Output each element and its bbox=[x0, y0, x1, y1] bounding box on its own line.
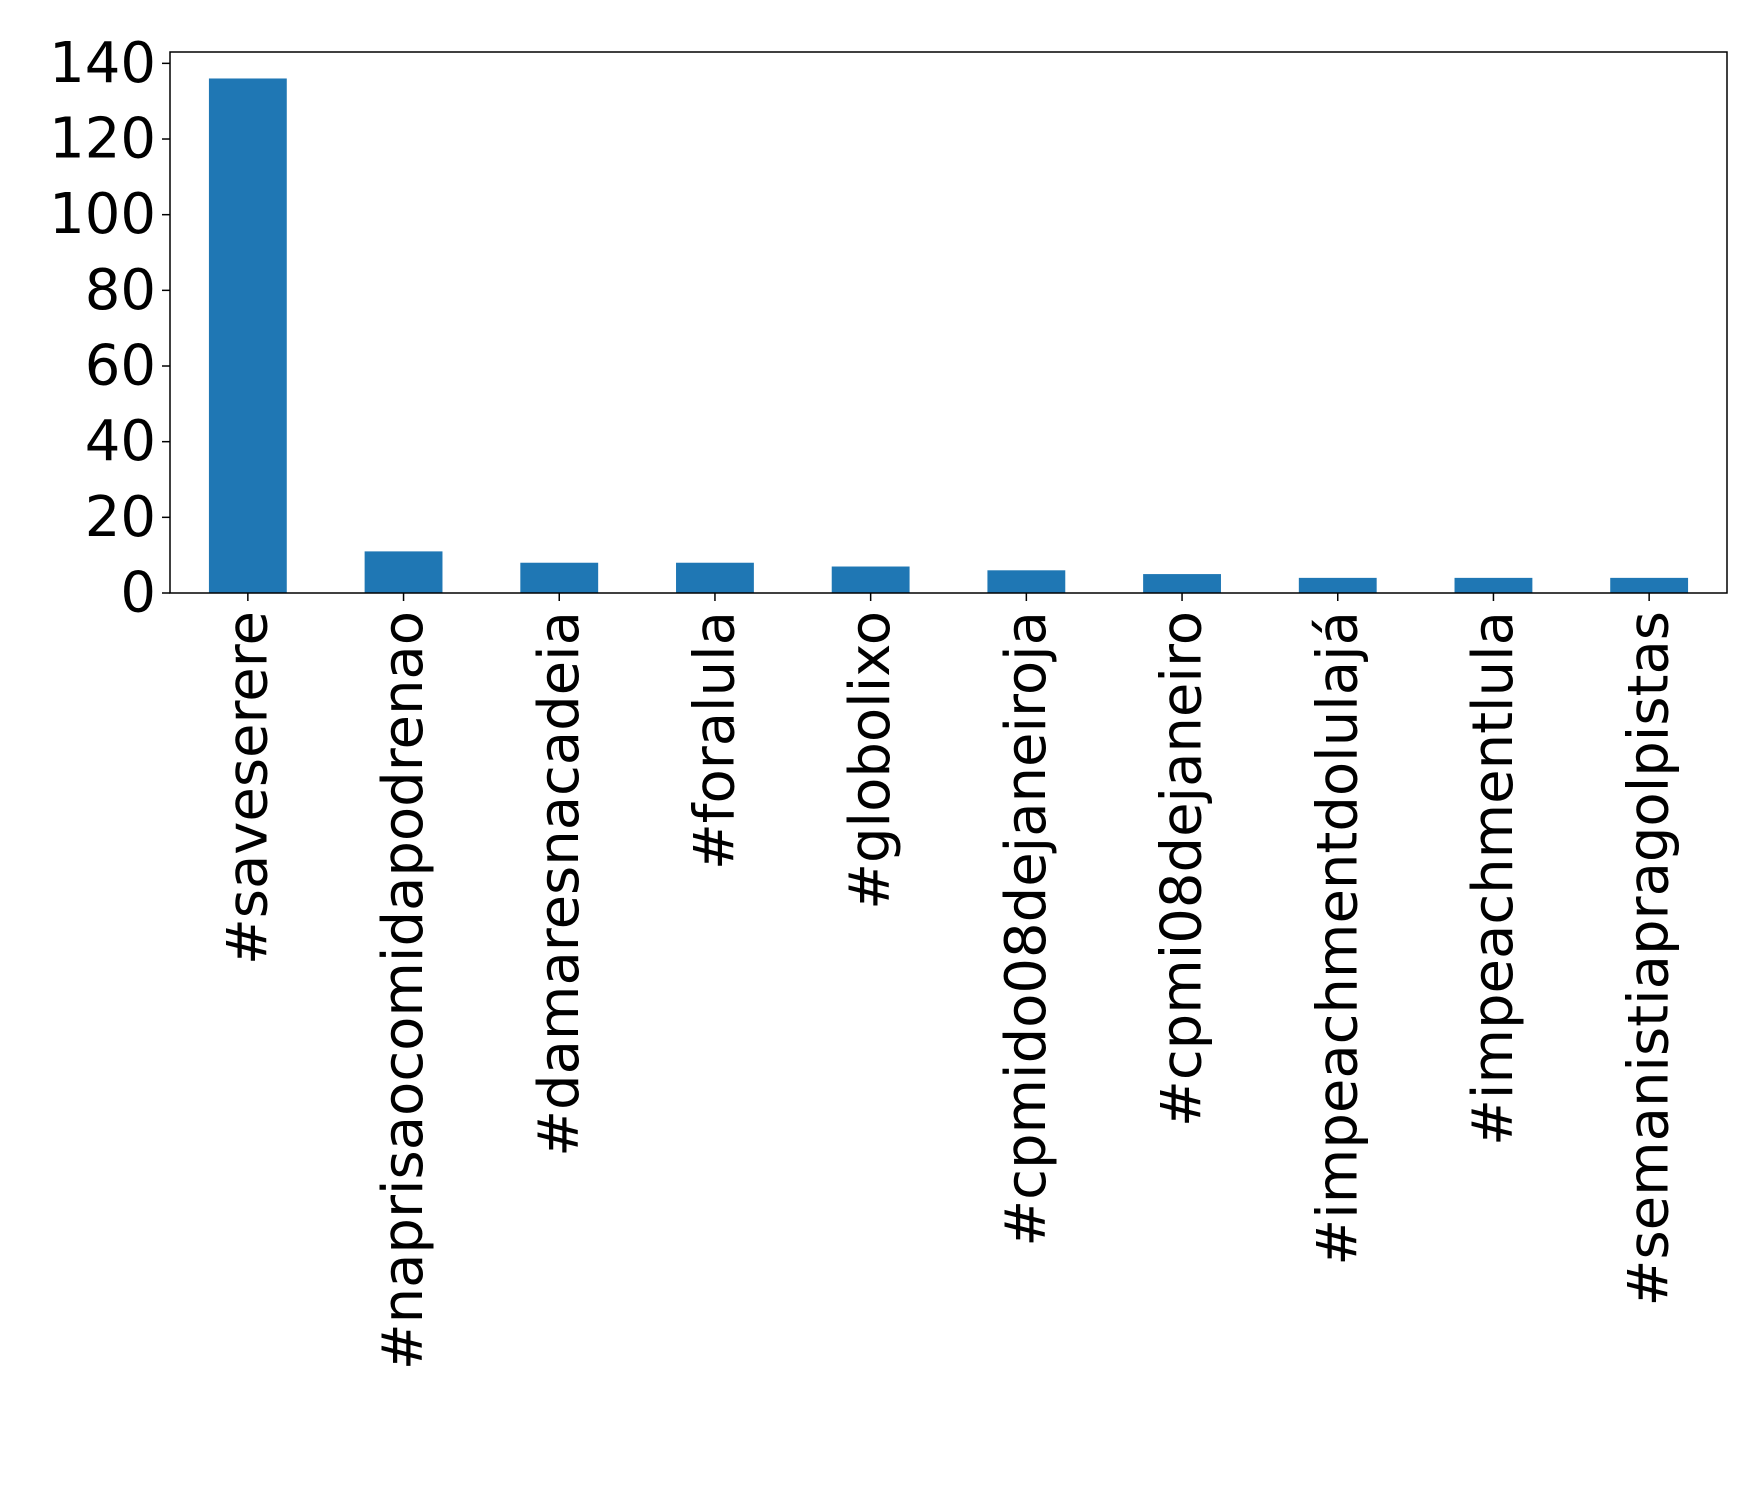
bar-8 bbox=[1454, 577, 1533, 593]
bar-9 bbox=[1610, 577, 1689, 593]
y-tick-label-7: 140 bbox=[49, 31, 156, 96]
y-tick-label-1: 20 bbox=[85, 485, 156, 550]
y-tick-label-0: 0 bbox=[120, 561, 156, 626]
bar-2 bbox=[520, 562, 599, 593]
bar-3 bbox=[676, 562, 754, 593]
x-tick-label-5: #cpmido08dejaneiroja bbox=[994, 611, 1059, 1247]
x-tick-label-2: #damaresnacadeia bbox=[527, 611, 592, 1157]
y-tick-label-4: 80 bbox=[85, 258, 156, 323]
y-tick-label-3: 60 bbox=[85, 334, 156, 399]
y-tick-label-6: 120 bbox=[49, 107, 156, 172]
x-tick-label-3: #foralula bbox=[682, 611, 747, 870]
bar-7 bbox=[1298, 577, 1377, 593]
bar-4 bbox=[831, 566, 910, 593]
x-tick-label-7: #impeachmentdolulajá bbox=[1305, 611, 1370, 1266]
y-tick-label-5: 100 bbox=[49, 182, 156, 247]
bar-0 bbox=[208, 78, 287, 593]
bar-6 bbox=[1143, 574, 1221, 593]
y-axis: 0 20 40 60 80 100 120 140 bbox=[49, 31, 170, 626]
x-tick-label-9: #semanistiapragolpistas bbox=[1617, 611, 1682, 1306]
x-tick-label-0: #saveserere bbox=[215, 611, 280, 965]
x-tick-label-4: #globolixo bbox=[838, 611, 903, 910]
bar-5 bbox=[987, 570, 1066, 593]
bars-layer bbox=[208, 78, 1689, 593]
plot-frame bbox=[169, 51, 1728, 594]
x-axis: #saveserere #naprisaocomidapodrenao #damar… bbox=[215, 593, 1682, 1370]
bar-1 bbox=[364, 551, 443, 593]
y-tick-label-2: 40 bbox=[85, 409, 156, 474]
x-tick-label-1: #naprisaocomidapodrenao bbox=[371, 611, 436, 1370]
x-tick-label-6: #cpmi08dejaneiro bbox=[1150, 611, 1215, 1127]
x-tick-label-8: #impeachmentlula bbox=[1461, 611, 1526, 1146]
